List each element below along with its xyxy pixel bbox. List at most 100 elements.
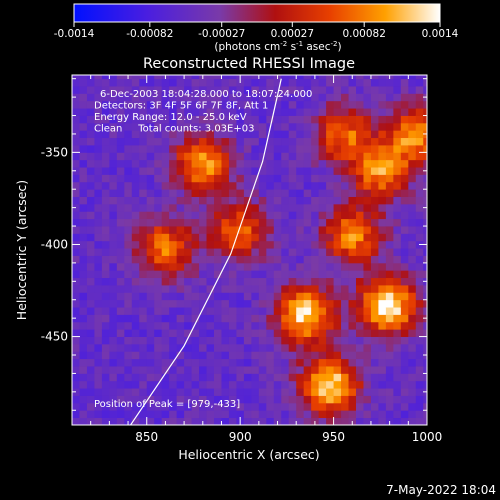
heatmap-cell xyxy=(408,285,417,293)
heatmap-cell xyxy=(131,292,140,301)
heatmap-cell xyxy=(356,410,364,419)
heatmap-cell xyxy=(393,336,402,345)
heatmap-cell xyxy=(356,307,364,315)
heatmap-cell xyxy=(214,189,222,197)
heatmap-cell xyxy=(385,343,394,352)
heatmap-cell xyxy=(109,366,118,374)
heatmap-cell xyxy=(356,329,364,337)
heatmap-cell xyxy=(341,255,349,264)
heatmap-cell xyxy=(101,351,110,360)
heatmap-cell xyxy=(86,100,95,109)
heatmap-cell xyxy=(370,336,379,345)
heatmap-cell xyxy=(191,78,200,87)
heatmap-cell xyxy=(385,366,394,374)
heatmap-cell xyxy=(176,329,185,337)
heatmap-cell xyxy=(341,226,349,234)
heatmap-cell xyxy=(146,358,155,367)
heatmap-cell xyxy=(243,388,252,396)
heatmap-cell xyxy=(333,130,342,139)
heatmap-cell xyxy=(139,417,148,425)
heatmap-cell xyxy=(86,373,95,382)
heatmap-cell xyxy=(408,159,417,168)
heatmap-cell xyxy=(146,233,155,242)
heatmap-cell xyxy=(258,145,267,153)
heatmap-cell xyxy=(385,336,394,345)
heatmap-cell xyxy=(258,211,267,220)
heatmap-cell xyxy=(311,395,320,404)
heatmap-cell xyxy=(131,100,140,109)
heatmap-cell xyxy=(393,395,402,404)
heatmap-cell xyxy=(363,417,372,425)
heatmap-cell xyxy=(288,115,297,124)
heatmap-cell xyxy=(378,130,387,139)
heatmap-cell xyxy=(385,108,394,116)
heatmap-cell xyxy=(296,336,305,345)
heatmap-cell xyxy=(288,159,297,168)
heatmap-cell xyxy=(79,159,88,168)
heatmap-cell xyxy=(124,321,133,330)
heatmap-cell xyxy=(146,410,155,419)
colorbar-label-sup: -2 xyxy=(280,40,287,48)
heatmap-cell xyxy=(393,145,402,153)
heatmap-cell xyxy=(266,93,275,102)
heatmap-cell xyxy=(341,321,349,330)
heatmap-cell xyxy=(146,402,155,411)
heatmap-cell xyxy=(94,240,103,249)
heatmap-cell xyxy=(236,226,245,234)
heatmap-cell xyxy=(393,307,402,315)
heatmap-cell xyxy=(251,100,260,109)
heatmap-cell xyxy=(109,211,118,220)
heatmap-cell xyxy=(408,343,417,352)
heatmap-cell xyxy=(199,211,207,220)
heatmap-cell xyxy=(288,388,297,396)
heatmap-cell xyxy=(326,86,334,94)
heatmap-cell xyxy=(333,321,342,330)
heatmap-cell xyxy=(378,321,387,330)
heatmap-cell xyxy=(184,329,192,337)
heatmap-cell xyxy=(184,93,192,102)
heatmap-cell xyxy=(214,262,222,271)
heatmap-cell xyxy=(184,417,192,425)
heatmap-cell xyxy=(176,196,185,205)
heatmap-cell xyxy=(281,299,290,308)
heatmap-cell xyxy=(415,137,424,146)
heatmap-cell xyxy=(206,255,215,264)
heatmap-cell xyxy=(176,218,185,227)
heatmap-cell xyxy=(243,373,252,382)
heatmap-cell xyxy=(184,167,192,175)
heatmap-cell xyxy=(176,174,185,183)
heatmap-cell xyxy=(273,329,282,337)
heatmap-cell xyxy=(116,248,125,256)
heatmap-cell xyxy=(423,395,427,404)
heatmap-cell xyxy=(341,248,349,256)
heatmap-cell xyxy=(251,226,260,234)
heatmap-cell xyxy=(191,373,200,382)
heatmap-cell xyxy=(116,402,125,411)
heatmap-cell xyxy=(296,262,305,271)
heatmap-cell xyxy=(266,159,275,168)
heatmap-cell xyxy=(333,351,342,360)
heatmap-cell xyxy=(288,75,297,80)
heatmap-cell xyxy=(318,343,327,352)
heatmap-cell xyxy=(393,277,402,286)
heatmap-cell xyxy=(341,108,349,116)
heatmap-cell xyxy=(161,285,170,293)
heatmap-cell xyxy=(139,270,148,279)
heatmap-cell xyxy=(146,218,155,227)
heatmap-cell xyxy=(243,321,252,330)
heatmap-cell xyxy=(101,299,110,308)
heatmap-cell xyxy=(370,343,379,352)
heatmap-cell xyxy=(139,137,148,146)
heatmap-cell xyxy=(236,329,245,337)
heatmap-cell xyxy=(146,285,155,293)
heatmap-cell xyxy=(86,380,95,389)
heatmap-cell xyxy=(393,417,402,425)
heatmap-cell xyxy=(311,218,320,227)
heatmap-cell xyxy=(281,255,290,264)
heatmap-cell xyxy=(400,410,409,419)
heatmap-cell xyxy=(109,380,118,389)
heatmap-cell xyxy=(243,366,252,374)
heatmap-cell xyxy=(258,388,267,396)
heatmap-cell xyxy=(236,410,245,419)
heatmap-cell xyxy=(72,226,80,234)
